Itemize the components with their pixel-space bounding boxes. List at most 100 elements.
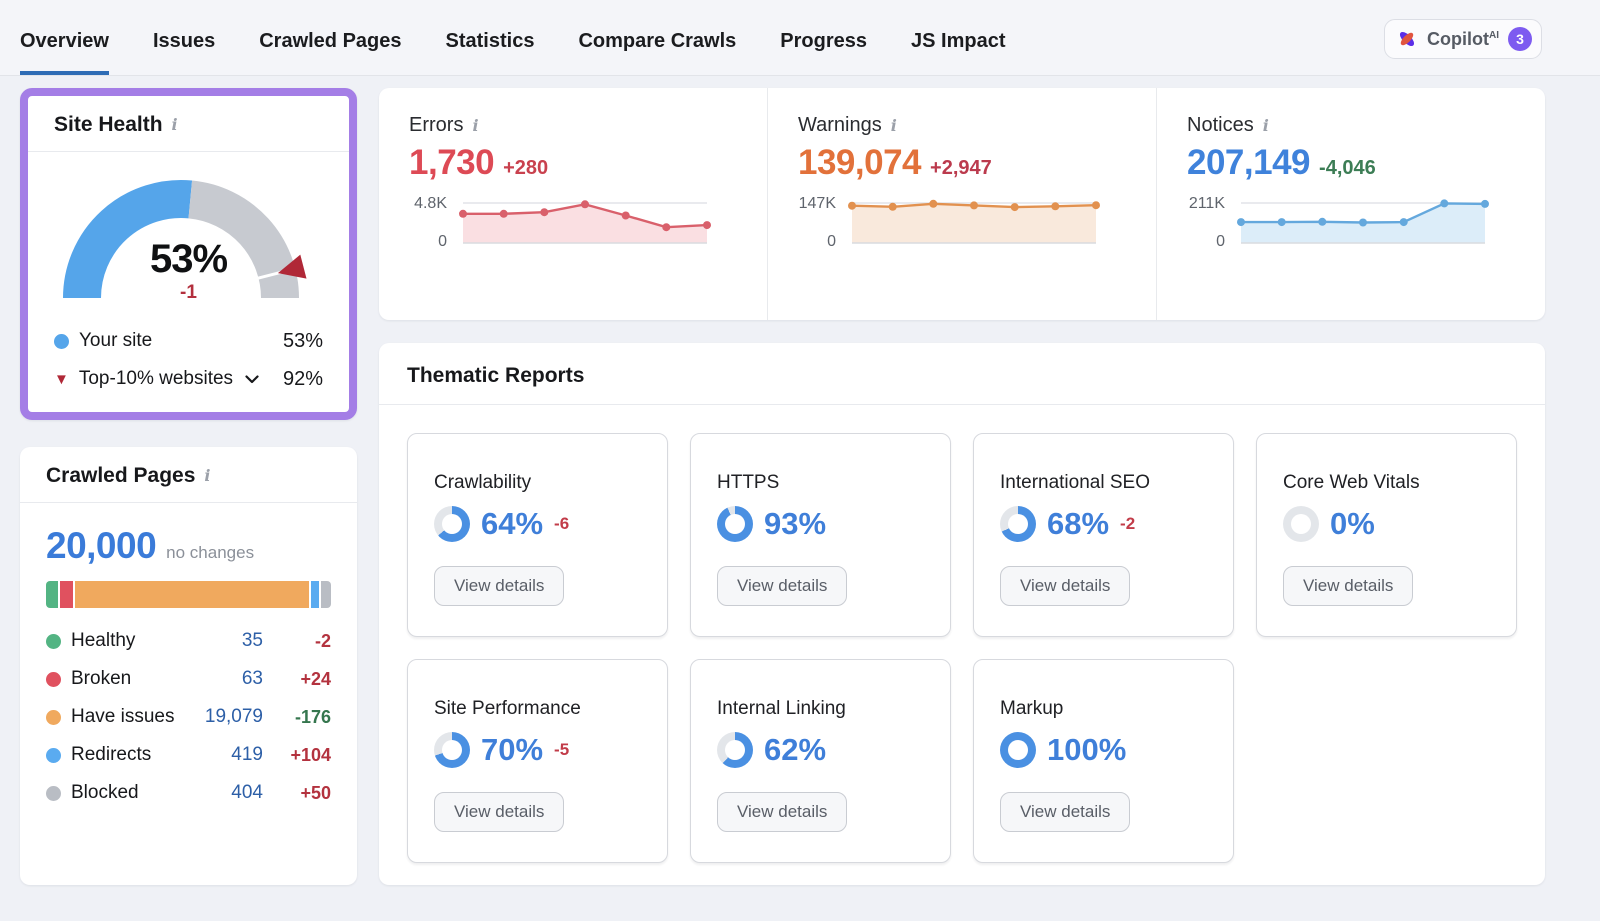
benchmark-label: Top-10% websites (78, 368, 234, 389)
card-title: International SEO (1000, 472, 1150, 493)
your-site-label: Your site (79, 330, 153, 351)
site-performance-pct: 70% (481, 732, 544, 767)
chevron-down-icon[interactable] (245, 374, 259, 384)
crawlability-delta: -6 (554, 514, 570, 533)
copilot-count-badge: 3 (1508, 27, 1532, 51)
have-issues-value[interactable]: 19,079 (204, 706, 263, 727)
errors-axis-max: 4.8K (414, 195, 447, 212)
benchmark-triangle-icon: ▼ (54, 370, 69, 388)
warnings-sparkline (848, 199, 1100, 244)
tab-crawled-pages[interactable]: Crawled Pages (259, 30, 402, 52)
notices-sparkline (1237, 199, 1489, 244)
notices-delta: -4,046 (1319, 157, 1376, 179)
crawled-pages-title: Crawled Pages (46, 464, 196, 487)
crawled-pages-note: no changes (166, 543, 255, 562)
blocked-label: Blocked (71, 782, 139, 803)
site-performance-donut (434, 732, 470, 768)
notices-title: Notices (1187, 114, 1254, 136)
broken-label: Broken (71, 668, 132, 689)
info-icon[interactable]: i (204, 466, 211, 485)
international-seo-delta: -2 (1120, 514, 1136, 533)
view-details-button[interactable]: View details (717, 566, 848, 606)
card-crawlability: Crawlability 64% -6 View details (407, 433, 668, 637)
crawled-pages-stacked-bar (46, 581, 331, 608)
tab-issues[interactable]: Issues (152, 30, 216, 52)
tab-compare-crawls[interactable]: Compare Crawls (578, 30, 737, 52)
thematic-cards-grid: Crawlability 64% -6 View details HTTPS 9… (379, 405, 1545, 891)
legend-row-have-issues: Have issues 19,079 -176 (46, 698, 331, 736)
site-health-gauge: 53% -1 (59, 174, 319, 306)
legend-row-your-site: Your site 53% (54, 322, 323, 360)
crawlability-donut (434, 506, 470, 542)
redirects-dot (46, 747, 61, 763)
healthy-value[interactable]: 35 (241, 630, 263, 651)
notices-axis-max: 211K (1188, 195, 1225, 212)
markup-donut (1000, 732, 1036, 768)
thematic-reports-title: Thematic Reports (407, 364, 585, 387)
healthy-dot (46, 633, 61, 649)
card-title: Internal Linking (717, 698, 846, 719)
errors-axis-min: 0 (438, 233, 447, 250)
redirects-delta: +104 (290, 744, 331, 765)
card-title: Core Web Vitals (1283, 472, 1420, 493)
your-site-value: 53% (282, 329, 323, 352)
info-icon[interactable]: i (472, 115, 479, 135)
card-title: Site Performance (434, 698, 581, 719)
thematic-reports-panel: Thematic Reports Crawlability 64% -6 Vie… (379, 343, 1545, 885)
tab-statistics[interactable]: Statistics (445, 30, 535, 52)
notices-value[interactable]: 207,149 (1187, 143, 1311, 182)
view-details-button[interactable]: View details (1283, 566, 1414, 606)
notices-axis-min: 0 (1216, 233, 1225, 250)
broken-dot (46, 671, 61, 687)
view-details-button[interactable]: View details (434, 792, 565, 832)
warnings-title: Warnings (798, 114, 882, 136)
card-title: Markup (1000, 698, 1064, 719)
copilot-icon (1396, 28, 1418, 50)
tab-progress[interactable]: Progress (780, 30, 868, 52)
card-core-web-vitals: Core Web Vitals 0% View details (1256, 433, 1517, 637)
warnings-delta: +2,947 (930, 157, 992, 179)
site-health-delta: -1 (180, 282, 197, 303)
warnings-value[interactable]: 139,074 (798, 143, 922, 182)
info-icon[interactable]: i (1262, 115, 1269, 135)
top-navigation: Overview Issues Crawled Pages Statistics… (0, 0, 1600, 76)
tab-bar: Overview Issues Crawled Pages Statistics… (20, 0, 1006, 75)
view-details-button[interactable]: View details (434, 566, 565, 606)
tab-js-impact[interactable]: JS Impact (911, 30, 1006, 52)
notices-metric: Notices i 207,149 -4,046 211K 0 (1156, 88, 1545, 320)
legend-row-benchmark: ▼ Top-10% websites 92% (54, 360, 323, 398)
broken-value[interactable]: 63 (241, 668, 263, 689)
bar-segment-healthy (46, 581, 59, 608)
https-pct: 93% (764, 506, 827, 541)
errors-sparkline (459, 200, 711, 244)
https-donut (717, 506, 753, 542)
internal-linking-pct: 62% (764, 732, 827, 767)
tab-overview[interactable]: Overview (20, 0, 109, 75)
card-title: Crawlability (434, 472, 532, 493)
redirects-label: Redirects (71, 744, 152, 765)
your-site-dot (54, 333, 69, 349)
card-https: HTTPS 93% View details (690, 433, 951, 637)
core-web-vitals-pct: 0% (1330, 506, 1375, 541)
errors-value[interactable]: 1,730 (409, 143, 495, 182)
site-health-title: Site Health (54, 113, 163, 136)
errors-title: Errors (409, 114, 464, 136)
card-markup: Markup 100% View details (973, 659, 1234, 863)
crawled-pages-total[interactable]: 20,000 (46, 525, 157, 566)
redirects-value[interactable]: 419 (231, 744, 263, 765)
card-title: HTTPS (717, 472, 780, 493)
info-icon[interactable]: i (171, 115, 178, 134)
info-icon[interactable]: i (890, 115, 897, 135)
have-issues-label: Have issues (71, 706, 175, 727)
blocked-value[interactable]: 404 (231, 782, 263, 803)
crawlability-pct: 64% (481, 506, 544, 541)
view-details-button[interactable]: View details (1000, 566, 1131, 606)
have-issues-dot (46, 709, 61, 725)
legend-row-broken: Broken 63 +24 (46, 660, 331, 698)
card-international-seo: International SEO 68% -2 View details (973, 433, 1234, 637)
bar-segment-redirects (311, 581, 320, 608)
warnings-metric: Warnings i 139,074 +2,947 147K 0 (767, 88, 1156, 320)
view-details-button[interactable]: View details (717, 792, 848, 832)
view-details-button[interactable]: View details (1000, 792, 1131, 832)
copilot-button[interactable]: CopilotAI 3 (1384, 19, 1542, 59)
